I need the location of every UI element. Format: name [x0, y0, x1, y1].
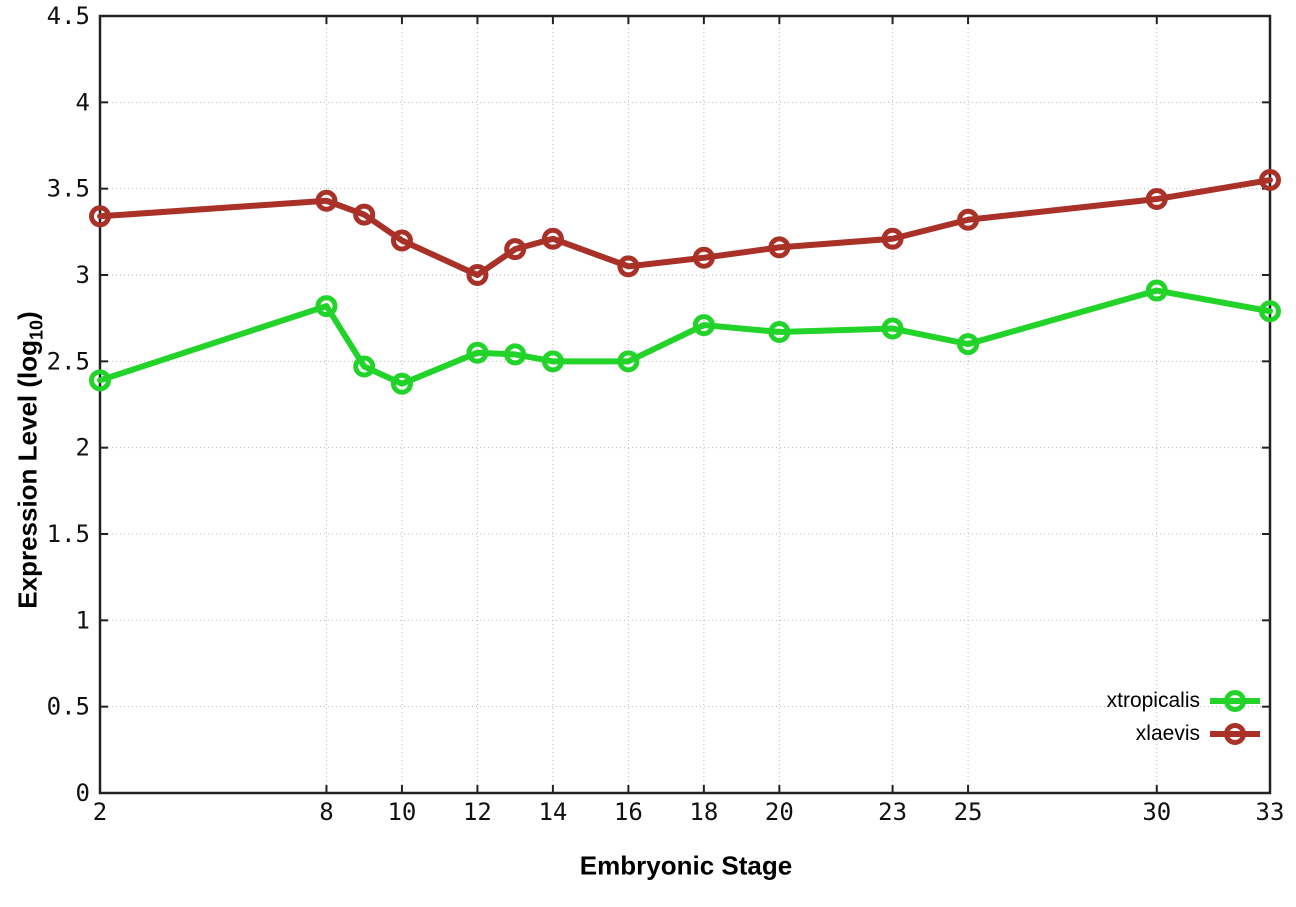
data-point-xtropicalis-14: [541, 350, 564, 373]
y-tick-label: 1.5: [47, 520, 90, 548]
x-tick-label: 14: [538, 798, 567, 826]
data-point-xtropicalis-33: [1259, 300, 1281, 323]
y-tick-label: 1: [76, 606, 90, 634]
x-tick-label: 2: [93, 798, 107, 826]
x-tick-label: 10: [387, 798, 416, 826]
data-point-xlaevis-33: [1259, 169, 1281, 192]
data-point-xlaevis-18: [692, 246, 715, 269]
data-point-xtropicalis-2: [89, 369, 111, 392]
legend-label-xtropicalis: xtropicalis: [1106, 689, 1200, 712]
x-tick-label: 18: [689, 798, 718, 826]
y-tick-label: 2: [76, 434, 90, 462]
data-point-xtropicalis-30: [1145, 279, 1168, 302]
data-point-xlaevis-16: [617, 255, 640, 278]
x-tick-label: 33: [1256, 798, 1285, 826]
y-axis-title-subscript: 10: [26, 319, 47, 340]
data-point-xtropicalis-12: [466, 341, 489, 364]
data-point-xlaevis-12: [466, 264, 489, 286]
data-point-xlaevis-14: [541, 227, 564, 250]
data-point-xtropicalis-23: [881, 317, 904, 340]
series-line-xtropicalis: [97, 287, 1273, 387]
x-tick-label: 12: [463, 798, 492, 826]
y-tick-label: 3.5: [47, 175, 90, 203]
x-tick-label: 30: [1142, 798, 1171, 826]
y-tick-label: 4: [76, 88, 90, 116]
data-point-xtropicalis-20: [768, 320, 791, 343]
y-tick-label: 0: [76, 779, 90, 807]
data-point-xtropicalis-13: [504, 343, 527, 366]
data-point-xtropicalis-25: [957, 333, 980, 356]
data-point-xlaevis-2: [89, 205, 111, 228]
x-tick-label: 25: [954, 798, 983, 826]
plot-border: [98, 14, 1272, 795]
y-tick-label: 3: [76, 261, 90, 289]
series-line-xlaevis: [97, 177, 1273, 278]
data-point-xlaevis-13: [504, 238, 527, 261]
x-tick-label: 23: [878, 798, 907, 826]
legend-sample-marker-xtropicalis: [1224, 690, 1246, 712]
data-point-xlaevis-20: [768, 236, 791, 259]
data-point-xlaevis-25: [957, 208, 980, 231]
legend-sample-marker-xlaevis: [1224, 723, 1246, 745]
x-tick-label: 8: [319, 798, 333, 826]
data-point-xlaevis-8: [315, 189, 338, 212]
x-tick-label: 20: [765, 798, 794, 826]
data-point-xlaevis-9: [353, 203, 376, 226]
data-point-xtropicalis-16: [617, 350, 640, 373]
y-tick-label: 0.5: [47, 693, 90, 721]
y-axis-title: Expression Level (log10): [12, 311, 47, 608]
data-point-xlaevis-10: [390, 229, 413, 252]
y-axis-title-text: Expression Level (log: [12, 339, 43, 609]
y-tick-label: 4.5: [47, 2, 90, 30]
y-axis-title-suffix: ): [12, 311, 43, 320]
data-point-xtropicalis-8: [315, 295, 338, 318]
y-tick-label: 2.5: [47, 347, 90, 375]
data-point-xtropicalis-10: [390, 372, 413, 395]
data-point-xlaevis-23: [881, 227, 904, 250]
data-point-xtropicalis-18: [692, 314, 715, 337]
data-point-xlaevis-30: [1145, 188, 1168, 211]
x-tick-label: 16: [614, 798, 643, 826]
data-point-xtropicalis-9: [353, 355, 376, 378]
x-axis-title: Embryonic Stage: [579, 850, 793, 881]
legend-label-xlaevis: xlaevis: [1135, 722, 1200, 745]
